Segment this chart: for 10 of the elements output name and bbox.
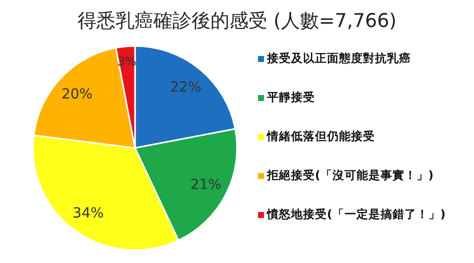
legend-label: 接受及以正面態度對抗乳癌 [266,51,411,65]
legend-label: 拒絕接受(「沒可能是事實！」) [266,168,434,182]
legend-label: 憤怒地接受(「一定是搞錯了！」) [266,207,446,221]
chart-title: 得悉乳癌確診後的感受 (人數=7,766) [77,10,397,32]
data-label: 34% [72,205,104,222]
legend-label: 情緒低落但仍能接受 [266,129,375,143]
data-label: 20% [61,86,93,103]
legend-label: 平靜接受 [266,90,315,104]
data-label: 22% [170,80,202,96]
data-label: 21% [190,177,222,194]
